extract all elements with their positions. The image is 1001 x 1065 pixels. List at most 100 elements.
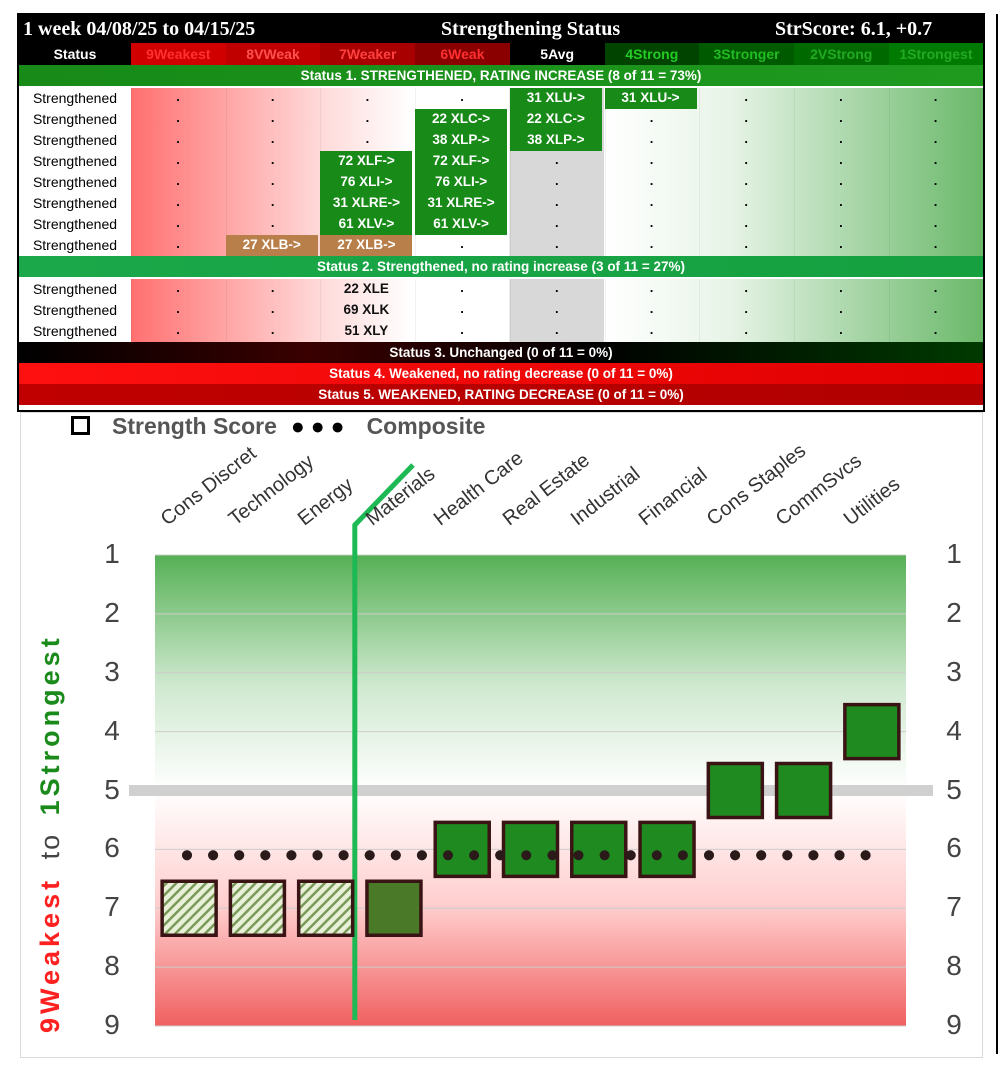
y-title-strongest: 1Strongest (35, 634, 65, 816)
table-cell: 31 XLRE-> (415, 193, 508, 214)
column-header-7: 7Weaker (339, 46, 397, 62)
table-cell: 31 XLU-> (509, 88, 602, 109)
empty-cell-dot: . (744, 194, 748, 209)
empty-cell-dot: . (839, 89, 843, 104)
score-square-materials (365, 879, 423, 937)
table-cell: 61 XLV-> (320, 214, 413, 235)
row-status-label: Strengthened (19, 88, 131, 109)
table-cell: 76 XLI-> (415, 172, 508, 193)
status-band-s4: Status 4. Weakened, no rating decrease (… (19, 363, 983, 384)
row-status-label: Strengthened (19, 172, 131, 193)
empty-cell-dot: . (744, 301, 748, 316)
empty-cell-dot: . (176, 173, 180, 188)
empty-cell-dot: . (270, 280, 275, 295)
composite-dot (834, 850, 845, 861)
row-status-label: Strengthened (19, 214, 131, 235)
score-square-financial (638, 820, 696, 879)
empty-cell-dot: . (176, 110, 180, 125)
empty-cell-dot: . (649, 194, 654, 209)
composite-dot (182, 850, 192, 861)
score-square-cons-staples (706, 761, 765, 820)
period-label: 1 week 04/08/25 to 04/15/25 (23, 18, 256, 40)
composite-dot (651, 850, 662, 861)
score-square-utilities (843, 702, 901, 761)
column-header-6: 6Weak (440, 46, 485, 62)
status-band-s3: Status 3. Unchanged (0 of 11 = 0%) (19, 342, 983, 363)
status-band-s1: Status 1. STRENGTHENED, RATING INCREASE … (19, 65, 983, 86)
table-cell: 31 XLRE-> (320, 193, 413, 214)
score-square-commsvcs (774, 761, 833, 820)
column-header-row: Status 9Weakest 8VWeak 7Weaker 6Weak 5Avg 4St… (19, 43, 983, 65)
empty-cell-dot: . (270, 301, 275, 316)
composite-dot (286, 850, 297, 861)
composite-dot (704, 850, 714, 861)
empty-cell-dot: . (270, 173, 275, 188)
score-square-health-care (433, 820, 491, 879)
table-cell: 38 XLP-> (509, 130, 602, 151)
empty-cell-dot: . (649, 173, 654, 188)
status-band-label: Status 2. Strengthened, no rating increa… (317, 259, 685, 274)
y-title-weakest: 9Weakest (35, 876, 65, 1033)
empty-cell-dot: . (933, 173, 938, 188)
empty-cell-dot: . (176, 131, 180, 146)
empty-cell-dot: . (460, 322, 464, 337)
status-band-s5: Status 5. WEAKENED, RATING DECREASE (0 o… (19, 384, 983, 405)
table-cell: 22 XLC-> (509, 109, 602, 130)
composite-dot (338, 850, 349, 861)
empty-cell-dot: . (839, 301, 843, 316)
y-tick-label: 8 (104, 950, 120, 982)
y-tick-label: 2 (104, 596, 120, 628)
table-title: Strengthening Status (441, 18, 621, 40)
row-status-label: Strengthened (19, 235, 131, 256)
empty-cell-dot: . (270, 110, 275, 125)
empty-cell-dot: . (649, 280, 654, 295)
empty-cell-dot: . (554, 322, 559, 337)
composite-dot (860, 850, 871, 861)
table-cell: 22 XLE (343, 281, 389, 296)
legend-composite: Composite (366, 413, 486, 439)
table-cell: 72 XLF-> (320, 151, 413, 172)
empty-cell-dot: . (649, 110, 654, 125)
empty-cell-dot: . (365, 89, 370, 104)
table-cell: 38 XLP-> (415, 130, 508, 151)
empty-cell-dot: . (933, 280, 938, 295)
empty-cell-dot: . (365, 131, 370, 146)
column-header-2: 2VStrong (810, 46, 873, 62)
score-square-real-estate (501, 820, 560, 879)
composite-dot (782, 850, 793, 861)
empty-cell-dot: . (649, 322, 654, 337)
empty-cell-dot: . (554, 215, 559, 230)
empty-cell-dot: . (649, 236, 654, 251)
empty-cell-dot: . (933, 110, 938, 125)
table-header: 1 week 04/08/25 to 04/15/25 Strengthenin… (19, 15, 983, 43)
empty-cell-dot: . (839, 215, 843, 230)
empty-cell-dot: . (460, 89, 464, 104)
table-cell: 61 XLV-> (415, 214, 508, 235)
column-header-5: 5Avg (540, 46, 574, 62)
score-square-energy (296, 879, 355, 937)
y-tick-label: 4 (946, 714, 962, 746)
table-cell: 27 XLB-> (225, 235, 318, 256)
composite-dot (390, 850, 401, 861)
empty-cell-dot: . (744, 236, 748, 251)
y-tick-label: 6 (104, 832, 120, 864)
composite-dot (443, 850, 453, 861)
empty-cell-dot: . (839, 194, 843, 209)
empty-cell-dot: . (933, 236, 938, 251)
empty-cell-dot: . (839, 173, 843, 188)
page-edge-line (996, 14, 998, 1054)
table-cell: 69 XLK (343, 302, 390, 317)
empty-cell-dot: . (744, 89, 748, 104)
empty-cell-dot: . (839, 322, 843, 337)
column-header-3: 3Stronger (713, 46, 780, 62)
composite-dot (599, 850, 610, 861)
empty-cell-dot: . (933, 131, 938, 146)
empty-cell-dot: . (270, 89, 275, 104)
status-band-label: Status 5. WEAKENED, RATING DECREASE (0 o… (318, 387, 684, 402)
composite-dot (573, 850, 584, 861)
empty-cell-dot: . (649, 152, 654, 167)
y-tick-label: 9 (946, 1009, 962, 1040)
row-status-label: Strengthened (19, 300, 131, 321)
rating-gradient (131, 279, 983, 342)
empty-cell-dot: . (554, 301, 559, 316)
